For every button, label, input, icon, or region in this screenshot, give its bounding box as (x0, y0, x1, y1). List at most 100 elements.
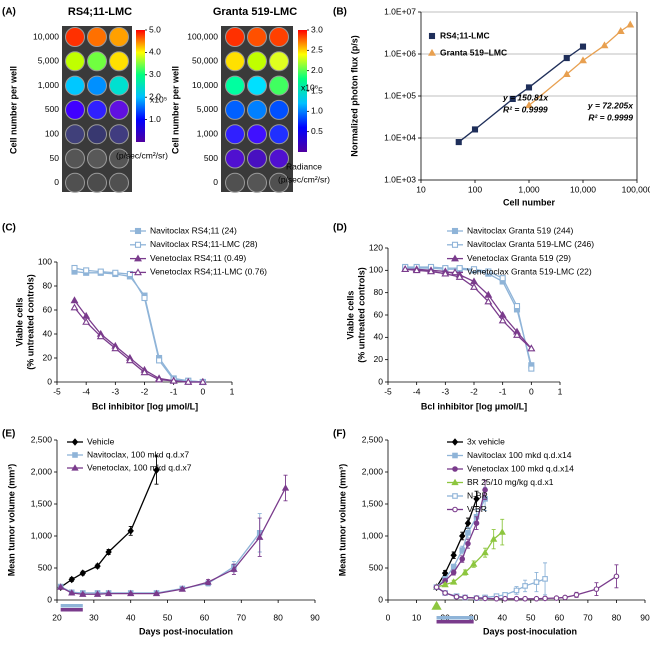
y-tick-label: 40 (374, 332, 384, 342)
y-tick-label: 80 (374, 287, 384, 297)
series-line (405, 266, 532, 369)
marker (470, 282, 478, 290)
x-tick-label: 10,000 (570, 184, 596, 194)
well (87, 51, 107, 72)
x-tick-label: 40 (497, 612, 507, 622)
colorbar-multiplier: x10⁵ (150, 94, 167, 104)
marker (198, 377, 207, 385)
marker (70, 303, 79, 311)
y-axis-label: Cell number per well (170, 66, 180, 154)
x-tick-label: 30 (469, 612, 479, 622)
well (269, 124, 289, 145)
marker (513, 587, 520, 594)
well (65, 148, 85, 169)
y-tick-label: 80 (43, 280, 53, 290)
well (109, 148, 129, 169)
colorbar-tick-label: 2.0 (311, 65, 323, 75)
y-tick-label: 1,000 (31, 530, 53, 540)
legend-label: Venetoclax, 100 mkd q.d.x7 (87, 462, 192, 472)
y-tick-label: 1.0E+05 (384, 90, 416, 100)
marker (513, 595, 520, 602)
y-tick-label: 1.0E+07 (384, 6, 416, 16)
marker (451, 478, 459, 486)
y-tick-label: 100 (38, 256, 52, 266)
legend-label: N-BR (467, 490, 488, 500)
marker (152, 589, 161, 597)
colorbar-tick-label: 3.0 (149, 69, 161, 79)
y-tick-label: 120 (369, 242, 383, 252)
row-label: 5,000 (197, 104, 219, 114)
marker (451, 227, 459, 235)
marker (204, 578, 212, 585)
plate-title: Granta 519-LMC (213, 6, 297, 18)
well (247, 51, 267, 72)
x-tick-label: -1 (170, 386, 178, 396)
marker (473, 520, 480, 527)
well (109, 51, 129, 72)
panel-label: (A) (2, 7, 16, 18)
row-label: 500 (45, 104, 59, 114)
colorbar-tick-label: 2.5 (311, 45, 323, 55)
marker (125, 356, 134, 364)
x-tick-label: 60 (200, 612, 210, 622)
x-tick-label: 90 (640, 612, 650, 622)
marker (140, 368, 149, 376)
legend-label: Navitoclax Granta 519 (244) (467, 225, 573, 235)
well (269, 51, 289, 72)
marker (522, 595, 528, 602)
annotation: y = 150.81x (502, 92, 549, 102)
marker (71, 464, 79, 471)
well (225, 27, 245, 47)
x-tick-label: 80 (612, 612, 622, 622)
marker (470, 277, 478, 285)
y-axis-label: Normalized photon flux (p/s) (349, 35, 359, 157)
colorbar-tick-label: 1.0 (311, 106, 323, 116)
legend-label: Navitoclax 100 mkd q.d.x14 (467, 450, 572, 460)
marker (450, 551, 457, 559)
y-tick-label: 60 (374, 309, 384, 319)
marker (141, 294, 148, 302)
x-axis-label: Bcl inhibitor [log µmol/L] (92, 401, 198, 411)
series-line (60, 469, 158, 588)
panel-label: (E) (2, 429, 15, 440)
marker (230, 565, 238, 572)
row-label: 0 (213, 177, 218, 187)
y-tick-label: 2,000 (31, 466, 53, 476)
marker (533, 579, 540, 585)
marker (79, 590, 87, 597)
x-axis-label: Cell number (503, 197, 556, 207)
marker (465, 540, 471, 547)
y-tick-label: 2,500 (362, 434, 384, 444)
colorbar-label: (p/sec/cm²/sr) (278, 174, 330, 184)
annotation: R² = 0.9999 (503, 104, 548, 114)
marker (579, 43, 587, 50)
marker (79, 569, 86, 577)
marker (433, 584, 440, 591)
x-tick-label: -1 (499, 386, 507, 396)
marker (502, 595, 508, 602)
x-tick-label: 40 (126, 612, 136, 622)
y-tick-label: 0 (47, 376, 52, 386)
y-tick-label: 60 (43, 304, 53, 314)
well (247, 124, 267, 145)
well (269, 75, 289, 96)
marker (70, 296, 79, 304)
marker (68, 575, 75, 584)
row-label: 0 (54, 177, 59, 187)
row-label: 1,000 (38, 80, 60, 90)
marker (490, 535, 498, 542)
well (65, 99, 85, 120)
y-axis-label: (% untreated controls) (356, 267, 366, 363)
x-axis-label: Bcl inhibitor [log µmol/L] (421, 401, 527, 411)
marker (451, 268, 459, 276)
marker (111, 344, 120, 352)
well (109, 172, 129, 193)
marker (112, 269, 119, 276)
y-tick-label: 500 (38, 562, 52, 572)
well (87, 172, 107, 193)
well (269, 148, 289, 169)
marker (459, 532, 466, 540)
marker (459, 556, 466, 562)
marker (153, 466, 160, 474)
